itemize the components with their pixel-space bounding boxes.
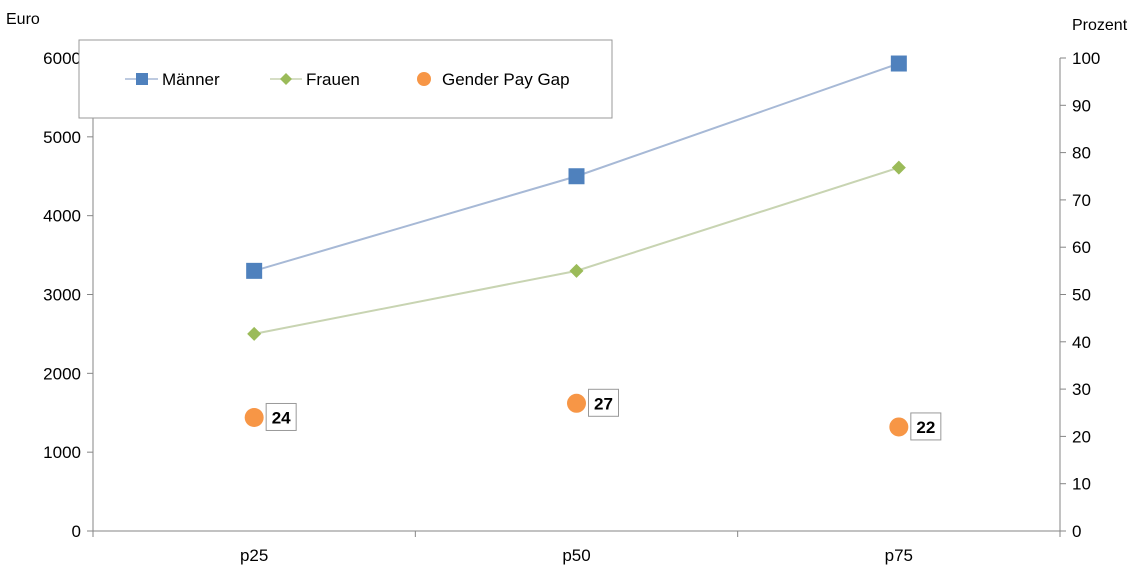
left-tick-label: 5000 bbox=[43, 128, 81, 147]
axes: 0 1000 2000 3000 4000 5000 6000 0 10 20 30 40 50 60 70… bbox=[43, 49, 1100, 565]
legend: Männer Frauen Gender Pay Gap bbox=[78, 39, 613, 119]
left-tick-label: 3000 bbox=[43, 286, 81, 305]
left-tick-label: 0 bbox=[72, 522, 81, 541]
legend-item-frauen: Frauen bbox=[270, 70, 360, 89]
right-tick-label: 10 bbox=[1072, 475, 1091, 494]
right-tick-label: 60 bbox=[1072, 238, 1091, 257]
left-tick-label: 1000 bbox=[43, 443, 81, 462]
legend-label-maenner: Männer bbox=[162, 70, 220, 89]
right-tick-label: 0 bbox=[1072, 522, 1081, 541]
gap-label-box bbox=[588, 388, 619, 417]
right-axis-title: Prozent bbox=[1072, 17, 1128, 34]
frauen-point bbox=[569, 263, 584, 278]
left-tick-label: 4000 bbox=[43, 207, 81, 226]
right-tick-label: 20 bbox=[1072, 427, 1091, 446]
legend-circle-icon bbox=[417, 72, 431, 86]
right-tick-label: 40 bbox=[1072, 333, 1091, 352]
x-tick-label: p50 bbox=[562, 546, 590, 565]
gap-point bbox=[567, 393, 586, 413]
legend-diamond-icon bbox=[280, 73, 292, 85]
frauen-point bbox=[891, 160, 906, 175]
maenner-point bbox=[890, 55, 907, 72]
maenner-point bbox=[246, 262, 263, 279]
legend-square-icon bbox=[136, 73, 148, 85]
legend-item-maenner: Männer bbox=[125, 70, 220, 89]
left-tick-label: 2000 bbox=[43, 364, 81, 383]
right-tick-label: 30 bbox=[1072, 380, 1091, 399]
frauen-point bbox=[247, 326, 262, 341]
right-tick-label: 90 bbox=[1072, 96, 1091, 115]
gap-data-label: 22 bbox=[916, 418, 935, 437]
gap-labels: 24 27 22 bbox=[265, 388, 942, 441]
gap-point bbox=[244, 407, 264, 427]
legend-label-gender-pay-gap: Gender Pay Gap bbox=[442, 70, 570, 89]
gap-label-box bbox=[265, 402, 297, 431]
series-markers bbox=[244, 55, 909, 437]
gap-label-box bbox=[910, 412, 942, 441]
gap-point bbox=[889, 417, 909, 437]
series-line-1 bbox=[253, 166, 900, 335]
maenner-point bbox=[568, 168, 585, 185]
x-tick-label: p25 bbox=[240, 546, 268, 565]
right-tick-label: 70 bbox=[1072, 191, 1091, 210]
legend-box bbox=[78, 39, 613, 119]
legend-item-gender-pay-gap: Gender Pay Gap bbox=[417, 70, 570, 89]
legend-label-frauen: Frauen bbox=[306, 70, 360, 89]
right-tick-label: 50 bbox=[1072, 286, 1091, 305]
left-tick-label: 6000 bbox=[43, 49, 81, 68]
left-axis-title: Euro bbox=[6, 11, 40, 28]
x-tick-label: p75 bbox=[885, 546, 913, 565]
right-tick-label: 80 bbox=[1072, 144, 1091, 163]
right-tick-label: 100 bbox=[1072, 49, 1100, 68]
gap-data-label: 24 bbox=[272, 408, 291, 427]
gap-data-label: 27 bbox=[594, 394, 613, 413]
